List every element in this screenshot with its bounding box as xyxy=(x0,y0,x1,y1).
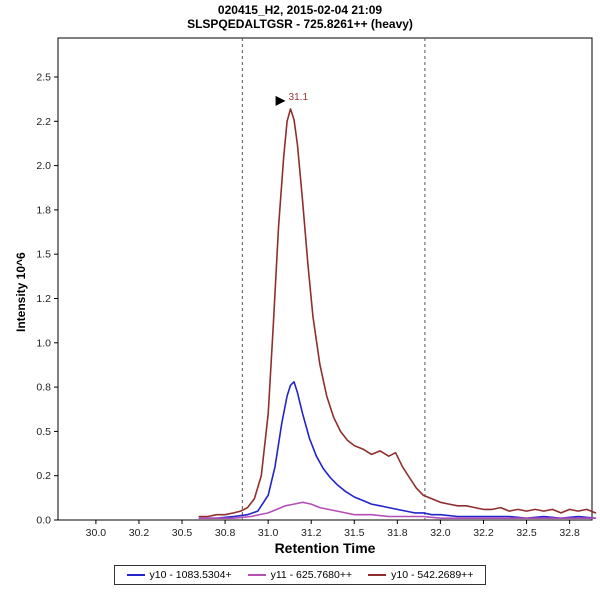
series-line-2 xyxy=(198,108,597,518)
series-line-1 xyxy=(198,501,597,520)
x-tick-label: 31.2 xyxy=(301,527,322,539)
legend-label: y10 - 542.2689++ xyxy=(391,569,474,581)
y-tick-label: 1.8 xyxy=(36,204,51,216)
legend: y10 - 1083.5304+ y11 - 625.7680++ y10 - 54… xyxy=(113,565,487,585)
legend-swatch-icon xyxy=(368,574,387,576)
plot-svg[interactable]: 0.0 0.2 0.5 0.8 1.0 1.2 1.5 1.8 2.0 2.2 2.5 30.0 30.… xyxy=(0,30,600,542)
y-tick-label: 2.2 xyxy=(36,116,51,128)
legend-label: y10 - 1083.5304+ xyxy=(149,569,232,581)
legend-item: y11 - 625.7680++ xyxy=(247,569,353,581)
y-tick-label: 0.0 xyxy=(36,515,51,527)
plot-border xyxy=(57,37,593,521)
x-tick-label: 30.8 xyxy=(215,527,236,539)
legend-swatch-icon xyxy=(247,574,266,576)
x-tick-label: 31.5 xyxy=(344,527,365,539)
x-tick-label: 30.5 xyxy=(172,527,193,539)
legend-label: y11 - 625.7680++ xyxy=(270,569,353,581)
y-tick-label: 0.8 xyxy=(36,382,51,394)
legend-swatch-icon xyxy=(126,574,145,576)
x-tick-label: 32.2 xyxy=(473,527,494,539)
legend-item: y10 - 1083.5304+ xyxy=(126,569,232,581)
x-tick-label: 32.8 xyxy=(559,527,580,539)
x-axis-label: Retention Time xyxy=(274,540,376,556)
y-tick-label: 0.5 xyxy=(36,426,51,438)
x-tick-label: 30.2 xyxy=(129,527,150,539)
series-line-0 xyxy=(198,380,597,520)
y-tick-label: 2.0 xyxy=(36,160,51,172)
legend-row: y10 - 1083.5304+ y11 - 625.7680++ y10 - 54… xyxy=(0,565,600,585)
chart-header: 020415_H2, 2015-02-04 21:09 SLSPQEDALTGS… xyxy=(0,3,600,31)
x-tick-label: 31.8 xyxy=(387,527,408,539)
x-tick-label: 31.0 xyxy=(258,527,279,539)
peak-arrow-icon xyxy=(275,95,286,106)
y-tick-label: 1.5 xyxy=(36,249,51,261)
legend-item: y10 - 542.2689++ xyxy=(368,569,473,581)
x-tick-label: 30.0 xyxy=(86,527,107,539)
x-tick-label: 32.5 xyxy=(516,527,537,539)
x-tick-label: 32.0 xyxy=(430,527,451,539)
y-tick-label: 0.2 xyxy=(36,470,51,482)
chart-title: 020415_H2, 2015-02-04 21:09 xyxy=(217,3,383,17)
peak-annotation: 31.1 xyxy=(289,92,309,103)
chart-subtitle: SLSPQEDALTGSR - 725.8261++ (heavy) xyxy=(187,17,413,31)
y-tick-label: 1.2 xyxy=(36,293,51,305)
y-tick-label: 1.0 xyxy=(36,337,51,349)
y-tick-label: 2.5 xyxy=(36,71,51,83)
